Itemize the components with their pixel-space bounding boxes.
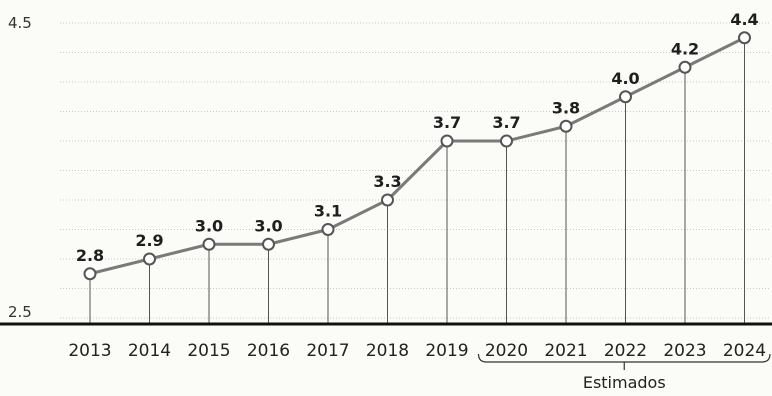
data-point: [262, 237, 275, 251]
data-label: 3.7: [492, 113, 520, 132]
data-label: 3.8: [552, 98, 580, 117]
data-point: [381, 193, 394, 207]
data-point: [440, 134, 454, 148]
data-markers: [83, 31, 751, 281]
data-point: [202, 237, 216, 251]
y-tick-label-max: 4.5: [8, 14, 32, 32]
data-label: 2.9: [135, 231, 163, 250]
data-point: [143, 252, 156, 266]
data-label: 3.0: [195, 216, 223, 235]
data-label: 3.0: [254, 216, 282, 235]
series-line: [89, 36, 746, 276]
x-tick-label: 2021: [544, 341, 587, 361]
drop-lines: [89, 37, 745, 324]
data-label: 3.1: [314, 202, 342, 221]
estimated-label: Estimados: [583, 373, 666, 392]
x-tick-label: 2016: [247, 341, 290, 361]
data-label: 3.7: [433, 113, 461, 132]
data-labels: 2.8 2.9 3.0 3.0 3.1 3.3 3.7 3.7 3.8 4.0 4.2 4.4: [76, 10, 759, 265]
x-tick-labels: 2013 2014 2015 2016 2017 2018 2019 2020 2021 2022…: [68, 341, 766, 361]
x-tick-label: 2014: [128, 341, 171, 361]
data-label: 4.0: [611, 69, 639, 88]
data-label: 2.8: [76, 246, 104, 265]
data-point: [321, 223, 335, 236]
gridlines: [60, 22, 770, 319]
x-tick-label: 2015: [187, 341, 230, 361]
data-label: 4.2: [671, 39, 699, 58]
x-tick-label: 2018: [366, 341, 409, 361]
data-label: 3.3: [373, 172, 401, 191]
x-tick-label: 2024: [723, 341, 766, 361]
data-point: [678, 60, 692, 74]
x-tick-label: 2022: [604, 341, 647, 361]
data-label: 4.4: [730, 10, 758, 29]
data-point: [619, 90, 632, 104]
estimated-bracket: [477, 353, 771, 370]
y-tick-label-min: 2.5: [8, 303, 32, 321]
x-tick-label: 2019: [425, 341, 468, 361]
data-point: [500, 134, 513, 148]
data-point: [559, 119, 573, 133]
data-point: [738, 31, 751, 45]
x-tick-label: 2017: [306, 341, 349, 361]
x-tick-label: 2020: [485, 341, 528, 361]
data-point: [83, 267, 97, 281]
x-tick-label: 2023: [663, 341, 706, 361]
x-tick-label: 2013: [68, 341, 111, 361]
